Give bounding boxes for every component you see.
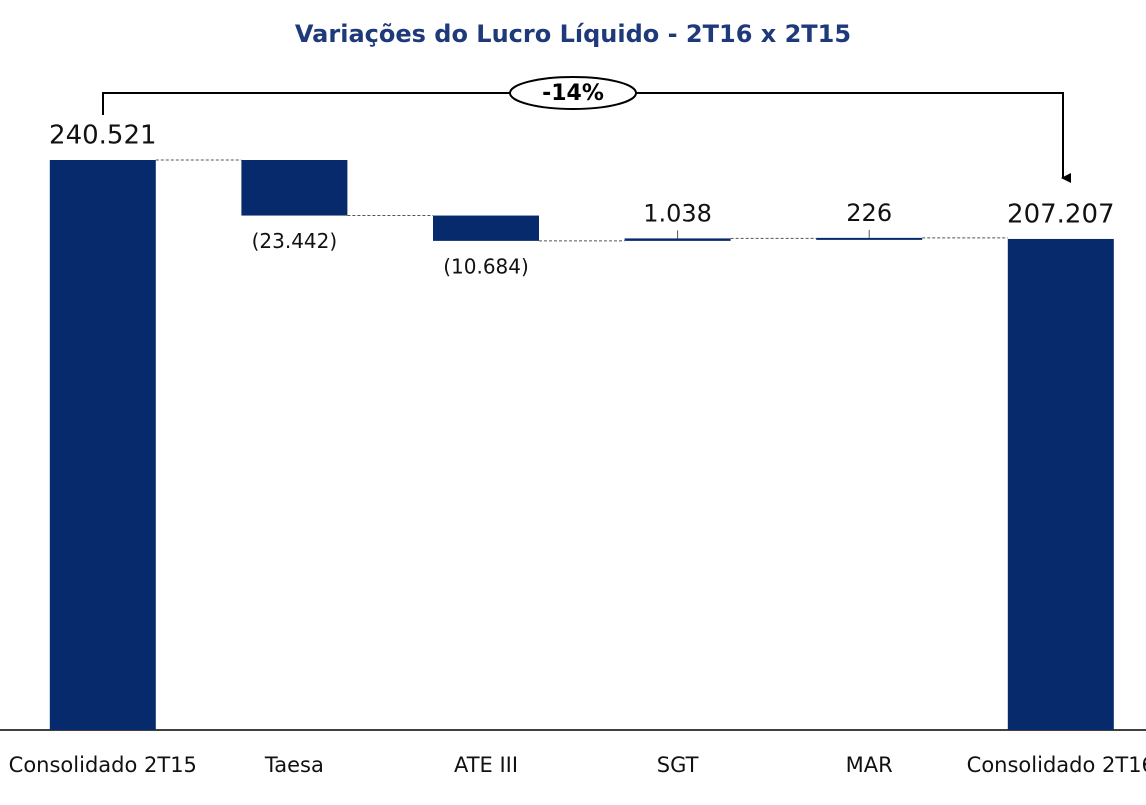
x-tick-label: SGT xyxy=(656,753,699,777)
bar xyxy=(816,237,923,240)
annotation-ellipse xyxy=(509,76,637,110)
annotation: -14% xyxy=(542,81,604,106)
bar xyxy=(624,238,731,241)
value-label: 207.207 xyxy=(1007,199,1115,229)
x-tick-label: ATE III xyxy=(453,753,519,777)
value-label: 1.038 xyxy=(643,199,712,227)
chart-title: Variações do Lucro Líquido - 2T16 x 2T15 xyxy=(295,20,851,48)
x-tick-label: Taesa xyxy=(264,753,324,777)
x-tick-label: Consolidado 2T15 xyxy=(8,753,197,777)
x-tick-label: MAR xyxy=(845,753,893,777)
bar xyxy=(241,160,348,216)
x-tick-label: Consolidado 2T16 xyxy=(966,753,1146,777)
change-bracket xyxy=(102,92,1063,178)
value-label: 226 xyxy=(846,199,892,227)
value-label: (10.684) xyxy=(443,254,529,278)
bar xyxy=(49,160,156,730)
value-label: (23.442) xyxy=(252,229,338,253)
bar xyxy=(433,215,539,241)
bar xyxy=(1007,238,1114,730)
value-label: 240.521 xyxy=(49,121,157,151)
